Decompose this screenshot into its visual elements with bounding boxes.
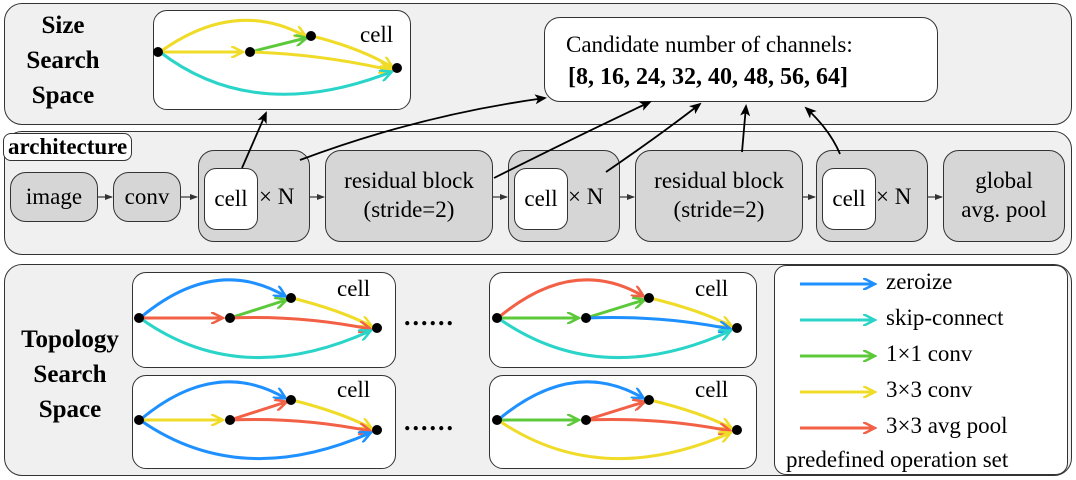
ellipsis-bottom: ...... <box>404 407 455 436</box>
residual-2-line2: (stride=2) <box>673 197 765 222</box>
legend-label-3x3-avg-pool: 3×3 avg pool <box>886 413 1008 438</box>
topology-cell-3-graph <box>497 278 731 360</box>
ellipsis-top: ...... <box>404 302 455 331</box>
cell-stage-1-times-n: × N <box>259 184 295 209</box>
cell-stage-3-times-n: × N <box>876 184 912 209</box>
legend-box <box>774 265 1068 475</box>
topology-search-space-title: Topology Search Space <box>10 322 130 427</box>
topology-cell-1 <box>132 272 396 368</box>
candidate-channels-box <box>544 17 938 102</box>
residual-1-line1: residual block <box>344 168 474 194</box>
candidate-channels-values: [8, 16, 24, 32, 40, 48, 56, 64] <box>568 64 848 90</box>
topology-title-line1: Topology <box>21 326 119 353</box>
size-title-line3: Space <box>31 82 95 109</box>
topology-cell-4-graph <box>497 380 731 461</box>
legend-label-zeroize: zeroize <box>886 269 953 294</box>
residual-1-line2: (stride=2) <box>363 197 455 222</box>
residual-block-2: residual block (stride=2) <box>635 150 803 242</box>
cell-stage-2-cell: cell <box>514 168 568 230</box>
topology-cell-2-label: cell <box>337 377 371 402</box>
global-avg-pool-node: global avg. pool <box>943 150 1065 242</box>
cell-stage-3-cell: cell <box>822 168 876 230</box>
size-search-space-title: Size Search Space <box>18 8 108 113</box>
global-line2: avg. pool <box>961 197 1047 222</box>
conv-node: conv <box>113 172 181 222</box>
legend-label-1x1-conv: 1×1 conv <box>886 341 973 366</box>
size-cell-label: cell <box>360 22 394 47</box>
topology-cell-4 <box>489 375 757 469</box>
architecture-label: architecture <box>3 133 133 161</box>
global-line1: global <box>975 168 1033 194</box>
topology-title-line3: Space <box>38 396 102 423</box>
residual-block-1: residual block (stride=2) <box>325 150 493 242</box>
topology-cell-1-label: cell <box>337 276 371 301</box>
legend-footer: predefined operation set <box>786 447 1009 472</box>
size-search-arrows <box>241 94 841 179</box>
legend-label-skip-connect: skip-connect <box>886 305 1004 330</box>
cell-stage-1-cell: cell <box>204 168 258 230</box>
size-title-line2: Search <box>26 47 100 74</box>
legend-arrows <box>800 284 874 428</box>
legend-label-3x3-conv: 3×3 conv <box>886 377 973 402</box>
topology-cell-1-graph <box>139 278 371 360</box>
topology-cell-1-nodes <box>134 293 382 333</box>
topology-cell-3-nodes <box>492 293 742 333</box>
size-cell-graph <box>159 18 392 96</box>
size-cell-nodes <box>153 31 402 73</box>
topology-cell-2 <box>132 375 396 469</box>
image-node: image <box>10 172 98 222</box>
size-title-line1: Size <box>41 12 85 39</box>
topology-cell-2-graph <box>139 380 371 461</box>
topology-cell-4-label: cell <box>695 377 729 402</box>
topology-cell-3-label: cell <box>695 276 729 301</box>
candidate-channels-title: Candidate number of channels: <box>566 32 853 57</box>
topology-cell-2-nodes <box>134 395 382 435</box>
topology-cell-4-nodes <box>492 395 742 435</box>
residual-2-line1: residual block <box>654 168 784 194</box>
topology-title-line2: Search <box>33 361 107 388</box>
cell-stage-2-times-n: × N <box>568 184 604 209</box>
